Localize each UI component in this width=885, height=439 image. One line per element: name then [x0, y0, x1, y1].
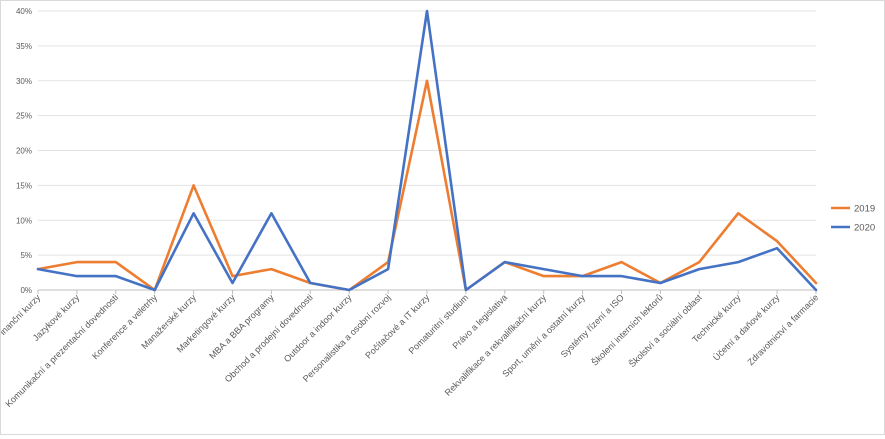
legend-label: 2020	[854, 223, 875, 234]
y-axis: 0% 5% 10% 15% 20% 25% 30% 35% 40%	[16, 7, 32, 295]
x-tick-label: Školství a sociální oblast	[627, 292, 704, 369]
y-tick-label: 10%	[16, 216, 32, 225]
y-tick-label: 30%	[16, 77, 32, 86]
series-lines	[36, 9, 818, 292]
series-line-2020	[36, 9, 818, 292]
series-line-2019	[36, 79, 818, 292]
x-tick-label: MBA a BBA programy	[207, 292, 276, 361]
x-tick-label: Zdravotnictví a farmacie	[745, 292, 820, 367]
y-tick-label: 40%	[16, 7, 32, 16]
legend: 2019 2020	[831, 204, 875, 234]
x-tick-label: Konference a veletrhy	[90, 292, 159, 361]
x-tick-label: Počítačové a IT kurzy	[363, 292, 431, 360]
y-tick-label: 20%	[16, 147, 32, 156]
y-tick-label: 5%	[20, 251, 32, 260]
y-tick-label: 25%	[16, 112, 32, 121]
y-tick-label: 35%	[16, 42, 32, 51]
gridlines	[38, 10, 816, 291]
x-tick-label: Účetní a daňové kurzy	[711, 292, 782, 363]
x-tick-label: Outdoor a indoor kurzy	[282, 292, 354, 364]
y-tick-label: 0%	[20, 286, 32, 295]
legend-label: 2019	[854, 204, 875, 215]
y-tick-label: 15%	[16, 181, 32, 190]
x-tick-label: Školení interních lektorů	[589, 292, 664, 367]
